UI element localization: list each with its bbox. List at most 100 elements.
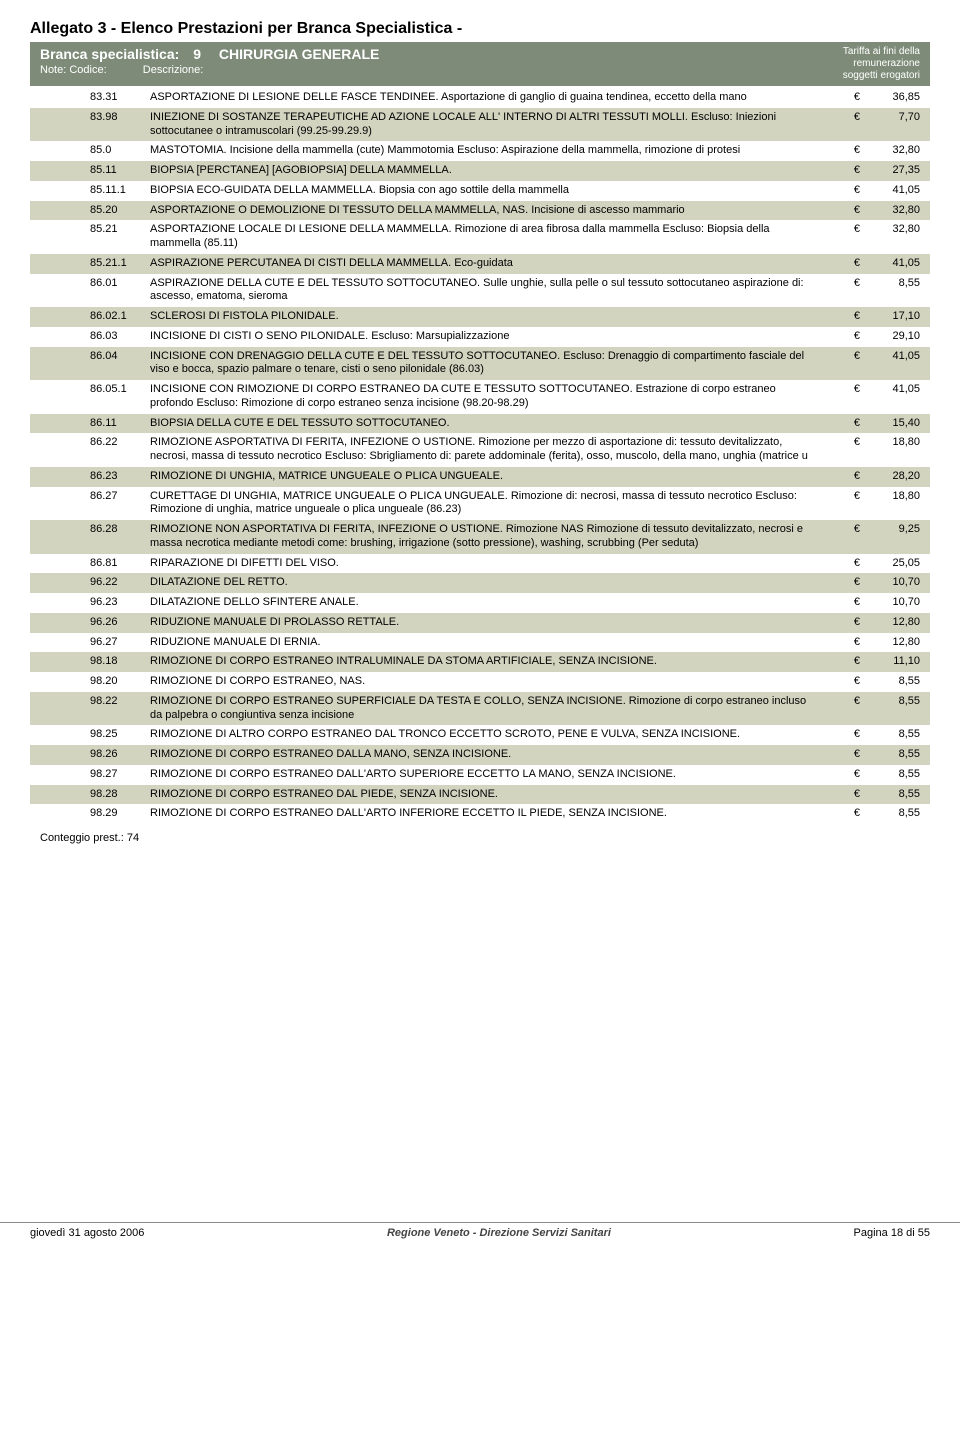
row-description: RIMOZIONE ASPORTATIVA DI FERITA, INFEZIO… bbox=[150, 436, 840, 464]
row-price: 41,05 bbox=[860, 350, 920, 378]
table-row: 83.31ASPORTAZIONE DI LESIONE DELLE FASCE… bbox=[30, 88, 930, 108]
row-description: ASPIRAZIONE PERCUTANEA DI CISTI DELLA MA… bbox=[150, 257, 840, 271]
tariff-l2: remunerazione bbox=[843, 58, 920, 70]
row-currency: € bbox=[840, 616, 860, 630]
row-description: RIDUZIONE MANUALE DI PROLASSO RETTALE. bbox=[150, 616, 840, 630]
tariff-l3: soggetti erogatori bbox=[843, 70, 920, 82]
table-row: 86.11BIOPSIA DELLA CUTE E DEL TESSUTO SO… bbox=[30, 414, 930, 434]
row-description: SCLEROSI DI FISTOLA PILONIDALE. bbox=[150, 310, 840, 324]
row-description: RIMOZIONE DI CORPO ESTRANEO INTRALUMINAL… bbox=[150, 655, 840, 669]
row-currency: € bbox=[840, 768, 860, 782]
row-description: INIEZIONE DI SOSTANZE TERAPEUTICHE AD AZ… bbox=[150, 111, 840, 139]
row-currency: € bbox=[840, 636, 860, 650]
table-row: 85.21ASPORTAZIONE LOCALE DI LESIONE DELL… bbox=[30, 220, 930, 254]
row-description: BIOPSIA ECO-GUIDATA DELLA MAMMELLA. Biop… bbox=[150, 184, 840, 198]
row-currency: € bbox=[840, 490, 860, 518]
row-description: DILATAZIONE DELLO SFINTERE ANALE. bbox=[150, 596, 840, 610]
row-price: 12,80 bbox=[860, 616, 920, 630]
table-row: 96.26RIDUZIONE MANUALE DI PROLASSO RETTA… bbox=[30, 613, 930, 633]
note-label: Note: bbox=[40, 64, 66, 76]
rows-container: 83.31ASPORTAZIONE DI LESIONE DELLE FASCE… bbox=[30, 88, 930, 824]
row-currency: € bbox=[840, 350, 860, 378]
row-code: 86.22 bbox=[90, 436, 150, 464]
row-description: RIMOZIONE DI CORPO ESTRANEO DALL'ARTO SU… bbox=[150, 768, 840, 782]
row-currency: € bbox=[840, 557, 860, 571]
row-price: 8,55 bbox=[860, 748, 920, 762]
count-label: Conteggio prest.: 74 bbox=[30, 824, 930, 852]
row-description: RIMOZIONE DI ALTRO CORPO ESTRANEO DAL TR… bbox=[150, 728, 840, 742]
row-code: 86.11 bbox=[90, 417, 150, 431]
row-currency: € bbox=[840, 330, 860, 344]
row-code: 86.05.1 bbox=[90, 383, 150, 411]
row-price: 7,70 bbox=[860, 111, 920, 139]
row-code: 96.26 bbox=[90, 616, 150, 630]
row-code: 98.27 bbox=[90, 768, 150, 782]
row-currency: € bbox=[840, 383, 860, 411]
table-row: 98.26RIMOZIONE DI CORPO ESTRANEO DALLA M… bbox=[30, 745, 930, 765]
table-row: 86.23RIMOZIONE DI UNGHIA, MATRICE UNGUEA… bbox=[30, 467, 930, 487]
row-price: 8,55 bbox=[860, 788, 920, 802]
row-code: 85.0 bbox=[90, 144, 150, 158]
row-price: 10,70 bbox=[860, 576, 920, 590]
row-description: RIMOZIONE DI CORPO ESTRANEO DALLA MANO, … bbox=[150, 748, 840, 762]
page: Allegato 3 - Elenco Prestazioni per Bran… bbox=[0, 0, 960, 862]
row-description: RIMOZIONE NON ASPORTATIVA DI FERITA, INF… bbox=[150, 523, 840, 551]
row-description: CURETTAGE DI UNGHIA, MATRICE UNGUEALE O … bbox=[150, 490, 840, 518]
row-price: 41,05 bbox=[860, 383, 920, 411]
row-price: 18,80 bbox=[860, 436, 920, 464]
row-code: 98.28 bbox=[90, 788, 150, 802]
row-price: 32,80 bbox=[860, 204, 920, 218]
row-price: 18,80 bbox=[860, 490, 920, 518]
table-row: 98.29RIMOZIONE DI CORPO ESTRANEO DALL'AR… bbox=[30, 804, 930, 824]
table-row: 83.98INIEZIONE DI SOSTANZE TERAPEUTICHE … bbox=[30, 108, 930, 142]
row-currency: € bbox=[840, 164, 860, 178]
row-code: 98.26 bbox=[90, 748, 150, 762]
row-currency: € bbox=[840, 204, 860, 218]
row-code: 98.20 bbox=[90, 675, 150, 689]
table-row: 86.81RIPARAZIONE DI DIFETTI DEL VISO.€25… bbox=[30, 554, 930, 574]
row-currency: € bbox=[840, 695, 860, 723]
row-code: 98.29 bbox=[90, 807, 150, 821]
row-price: 41,05 bbox=[860, 184, 920, 198]
row-currency: € bbox=[840, 788, 860, 802]
table-row: 85.20ASPORTAZIONE O DEMOLIZIONE DI TESSU… bbox=[30, 201, 930, 221]
row-price: 27,35 bbox=[860, 164, 920, 178]
row-code: 86.01 bbox=[90, 277, 150, 305]
footer-page: Pagina 18 di 55 bbox=[854, 1227, 930, 1239]
row-description: RIPARAZIONE DI DIFETTI DEL VISO. bbox=[150, 557, 840, 571]
row-description: MASTOTOMIA. Incisione della mammella (cu… bbox=[150, 144, 840, 158]
row-currency: € bbox=[840, 675, 860, 689]
row-code: 86.03 bbox=[90, 330, 150, 344]
row-price: 32,80 bbox=[860, 144, 920, 158]
row-currency: € bbox=[840, 310, 860, 324]
table-row: 85.11.1BIOPSIA ECO-GUIDATA DELLA MAMMELL… bbox=[30, 181, 930, 201]
row-currency: € bbox=[840, 223, 860, 251]
branca-label: Branca specialistica: bbox=[40, 46, 179, 62]
row-currency: € bbox=[840, 470, 860, 484]
row-currency: € bbox=[840, 257, 860, 271]
row-description: ASPORTAZIONE O DEMOLIZIONE DI TESSUTO DE… bbox=[150, 204, 840, 218]
row-price: 8,55 bbox=[860, 768, 920, 782]
table-row: 96.27RIDUZIONE MANUALE DI ERNIA.€12,80 bbox=[30, 633, 930, 653]
tariff-l1: Tariffa ai fini della bbox=[843, 46, 920, 58]
row-price: 17,10 bbox=[860, 310, 920, 324]
row-price: 25,05 bbox=[860, 557, 920, 571]
row-price: 28,20 bbox=[860, 470, 920, 484]
row-code: 85.21 bbox=[90, 223, 150, 251]
row-price: 10,70 bbox=[860, 596, 920, 610]
row-currency: € bbox=[840, 144, 860, 158]
table-row: 86.28RIMOZIONE NON ASPORTATIVA DI FERITA… bbox=[30, 520, 930, 554]
footer-center: Regione Veneto - Direzione Servizi Sanit… bbox=[387, 1227, 611, 1239]
row-price: 8,55 bbox=[860, 695, 920, 723]
row-description: RIDUZIONE MANUALE DI ERNIA. bbox=[150, 636, 840, 650]
row-currency: € bbox=[840, 728, 860, 742]
row-description: RIMOZIONE DI CORPO ESTRANEO SUPERFICIALE… bbox=[150, 695, 840, 723]
row-code: 85.20 bbox=[90, 204, 150, 218]
row-code: 96.27 bbox=[90, 636, 150, 650]
table-row: 98.22RIMOZIONE DI CORPO ESTRANEO SUPERFI… bbox=[30, 692, 930, 726]
row-description: RIMOZIONE DI CORPO ESTRANEO, NAS. bbox=[150, 675, 840, 689]
table-row: 85.11BIOPSIA [PERCTANEA] [AGOBIOPSIA] DE… bbox=[30, 161, 930, 181]
row-description: INCISIONE CON DRENAGGIO DELLA CUTE E DEL… bbox=[150, 350, 840, 378]
document-title: Allegato 3 - Elenco Prestazioni per Bran… bbox=[30, 20, 930, 38]
branca-name: CHIRURGIA GENERALE bbox=[219, 46, 380, 62]
